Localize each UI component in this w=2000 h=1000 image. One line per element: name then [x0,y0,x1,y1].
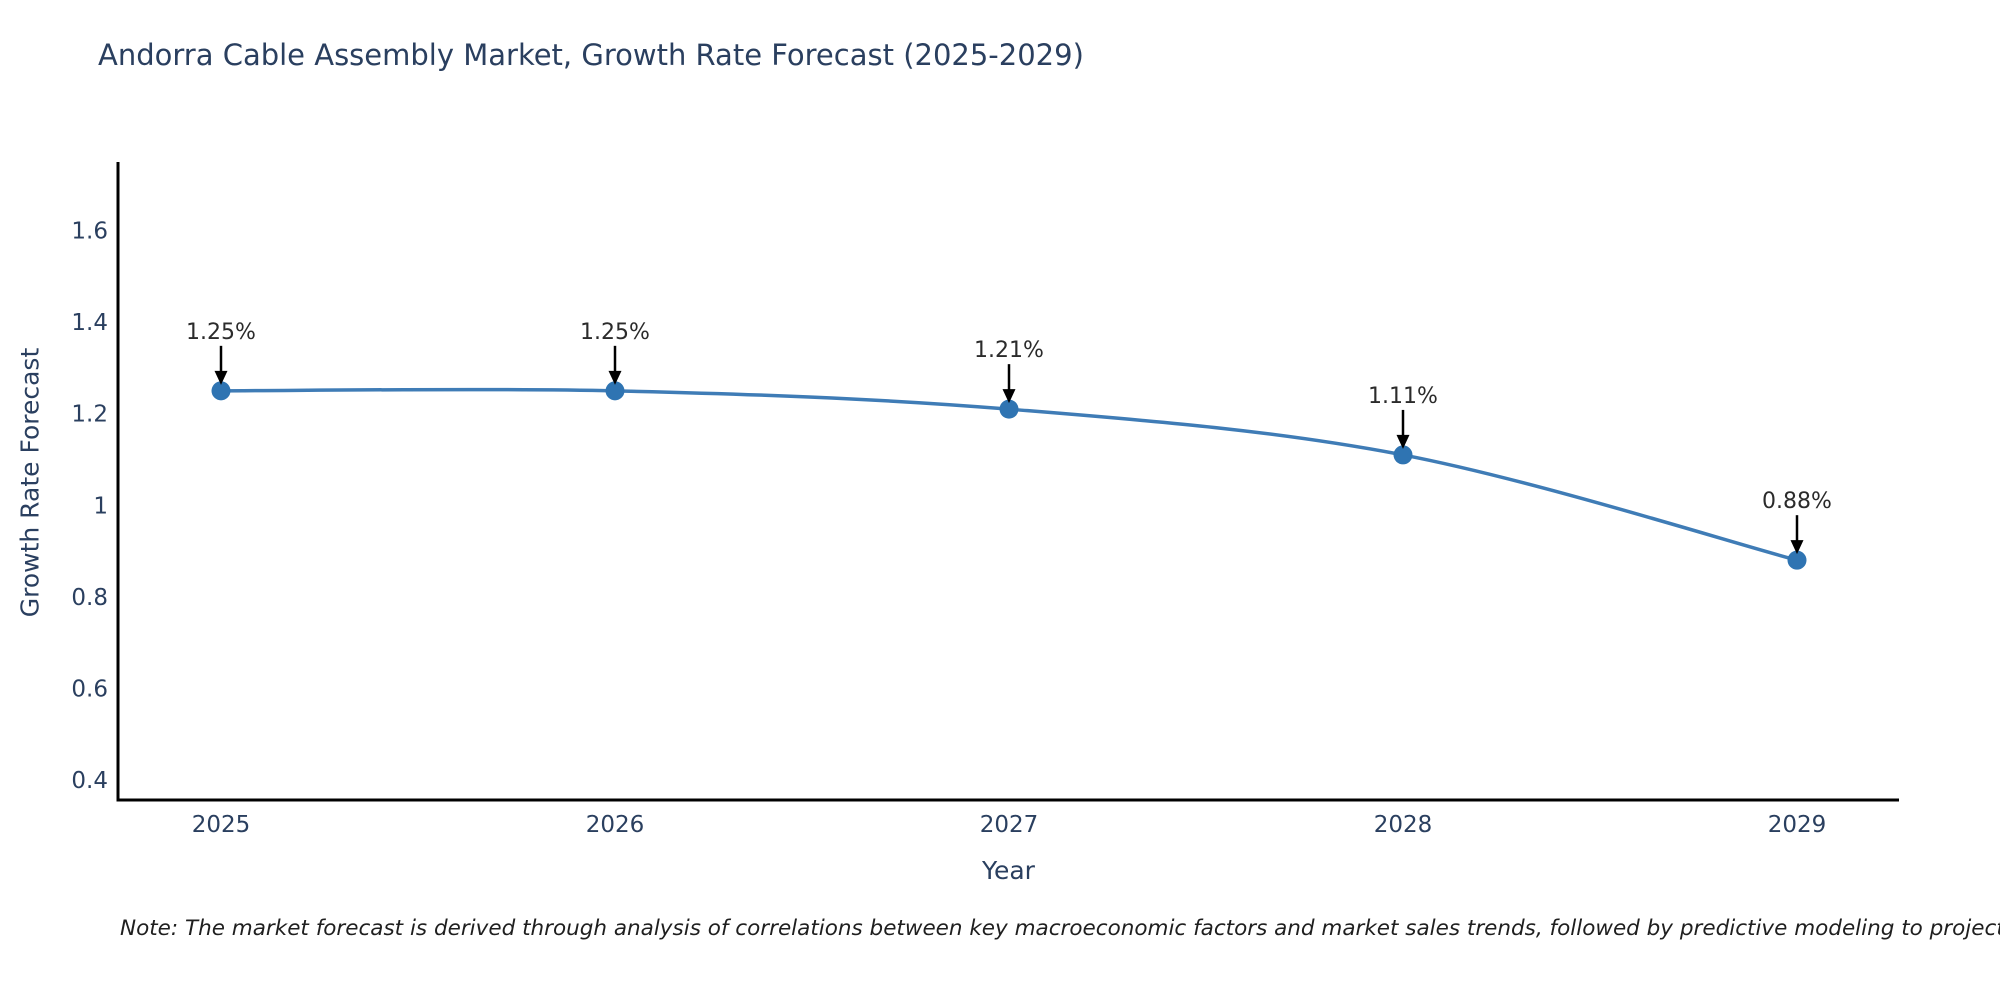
data-point-marker [211,381,231,401]
y-tick-label: 1.4 [71,310,108,336]
annotation-arrowhead [1396,434,1410,449]
y-tick-label: 0.4 [71,768,108,794]
annotation-label: 1.11% [1368,384,1438,409]
y-tick-label: 1 [93,493,108,519]
annotation-arrowhead [214,370,228,385]
y-tick-label: 0.6 [71,676,108,702]
x-axis-title: Year [982,856,1035,885]
annotation-arrowhead [1002,389,1016,404]
data-point-marker [1787,550,1807,570]
data-point-marker [999,399,1019,419]
y-tick-label: 1.2 [71,402,108,428]
footnote: Note: The market forecast is derived thr… [120,916,2000,941]
annotation-arrowhead [608,370,622,385]
data-point-marker [605,381,625,401]
chart-title: Andorra Cable Assembly Market, Growth Ra… [98,38,1084,72]
annotation-label: 1.25% [186,320,256,345]
annotation-arrowhead [1790,540,1804,555]
annotation-label: 0.88% [1762,489,1832,514]
y-tick-label: 0.8 [71,585,108,611]
x-tick-label: 2026 [586,812,645,838]
x-tick-label: 2025 [192,812,251,838]
annotation-label: 1.25% [580,320,650,345]
data-point-marker [1393,445,1413,465]
annotation-label: 1.21% [974,338,1044,363]
x-tick-label: 2028 [1374,812,1433,838]
y-tick-label: 1.6 [71,219,108,245]
x-tick-label: 2027 [980,812,1039,838]
x-tick-label: 2029 [1768,812,1827,838]
